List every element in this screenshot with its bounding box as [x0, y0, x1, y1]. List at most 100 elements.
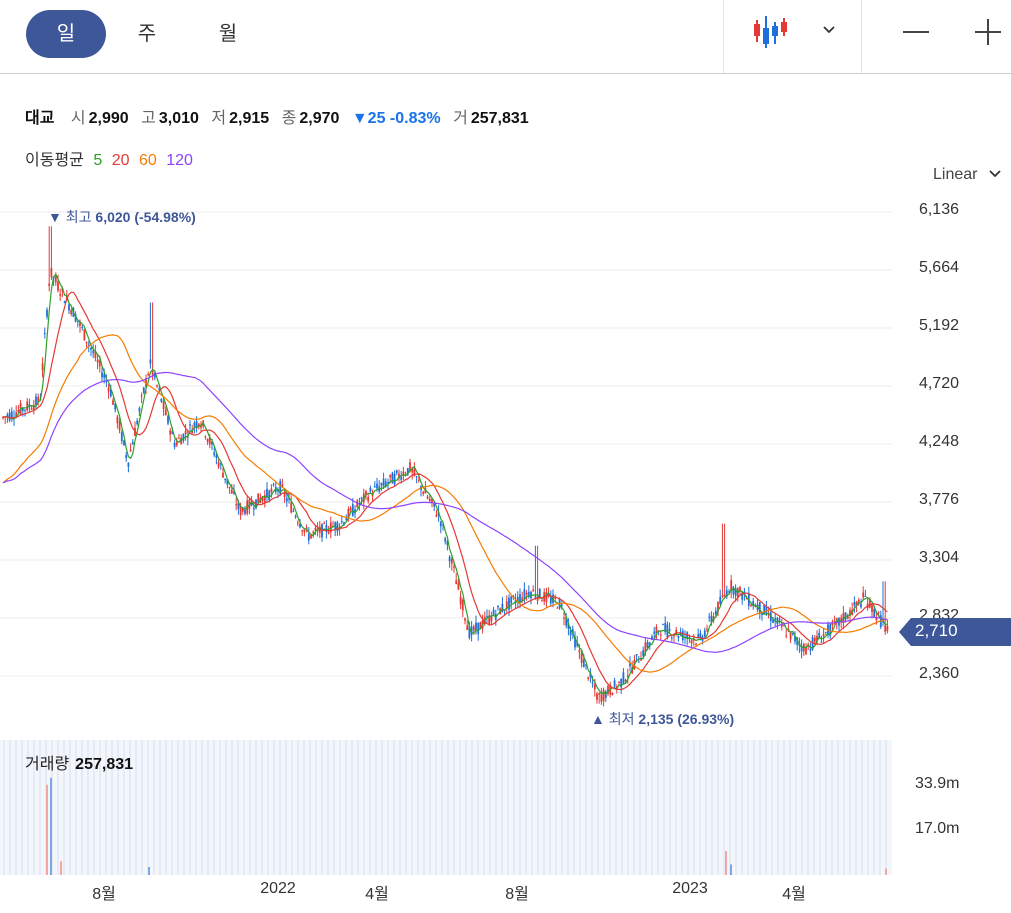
x-tick: 4월 [782, 886, 806, 903]
candle-body [505, 601, 508, 609]
candle-body [307, 533, 310, 541]
candle-body [802, 643, 805, 652]
candle-body [521, 597, 524, 601]
candle-body [602, 689, 605, 701]
candle-body [778, 619, 781, 621]
candle-body [338, 526, 341, 529]
scale-mode-dropdown[interactable]: Linear [933, 166, 1002, 184]
candle-body [389, 474, 392, 478]
candle-body [824, 631, 827, 633]
candle-body [475, 622, 477, 631]
candle-body [831, 621, 834, 626]
candle-body [774, 618, 777, 620]
candle-body [272, 484, 275, 486]
moving-average-line [2, 371, 888, 653]
candle-body [162, 401, 165, 409]
candle-body [648, 642, 651, 645]
candle-body [48, 283, 51, 286]
candle-body [112, 400, 114, 405]
period-tab-daily[interactable]: 일 [26, 10, 106, 58]
candle-body [600, 694, 603, 702]
candle-body [98, 360, 101, 367]
candle-body [668, 628, 671, 631]
candle-body [697, 634, 700, 638]
candle-body [739, 587, 741, 592]
candle-body [580, 653, 583, 663]
candle-body [57, 281, 59, 291]
chevron-down-icon[interactable] [822, 22, 836, 40]
candle-body [250, 502, 253, 506]
candle-body [805, 647, 807, 655]
candle-body [180, 437, 183, 445]
candle-body [384, 481, 387, 487]
x-tick: 8월 [505, 886, 529, 903]
candle-body [857, 599, 860, 604]
candle-body [351, 504, 354, 517]
candle-body [642, 650, 645, 657]
candle-body [301, 530, 304, 532]
ma-60: 60 [138, 152, 157, 169]
candle-body [426, 496, 429, 499]
candle-body [283, 492, 286, 497]
candle-body [107, 387, 110, 392]
quote-summary: 대교 시 2,990 고 3,010 저 2,915 종 2,970 ▼25 -0.83… [25, 104, 537, 128]
candle-body [92, 350, 95, 354]
candle-body [87, 344, 90, 346]
candle-body [497, 605, 499, 608]
candle-body [270, 488, 273, 492]
minus-icon[interactable] [902, 18, 930, 51]
candle-body [241, 507, 244, 512]
candle-body [629, 662, 631, 667]
candle-body [327, 531, 330, 534]
candle-body [26, 401, 29, 411]
high-marker: ▼ 최고 6,020 (-54.98%) [48, 209, 196, 225]
candle-body [675, 629, 678, 635]
volume-panel-value: 257,831 [75, 756, 134, 773]
period-tab-weekly[interactable]: 주 [137, 23, 157, 45]
x-tick: 8월 [92, 886, 116, 903]
moving-average-line [2, 334, 888, 673]
candle-body [635, 654, 638, 656]
candle-body [228, 486, 231, 489]
price-tick: 4,720 [918, 375, 959, 392]
candle-body [261, 497, 264, 501]
price-change: ▼25 -0.83% [351, 110, 441, 127]
candle-body [565, 616, 568, 626]
candle-body [862, 592, 865, 598]
candle-body [745, 598, 748, 600]
candle-body [783, 625, 785, 627]
candle-body [855, 601, 858, 606]
candle-body [461, 599, 464, 611]
candle-body [677, 636, 680, 638]
candle-body [428, 498, 431, 502]
candle-body [59, 293, 62, 296]
candle-body [360, 497, 363, 499]
candle-body [710, 615, 713, 623]
candle-body [853, 602, 856, 606]
volume-spike [60, 861, 62, 875]
low-marker-label: 최저 [608, 711, 635, 727]
candle-body [217, 462, 220, 468]
candle-body [195, 421, 198, 428]
candle-body [714, 610, 717, 615]
candle-body [765, 606, 768, 614]
candle-body [868, 598, 871, 608]
candle-body [169, 430, 172, 435]
candle-body [290, 502, 293, 513]
candle-body [721, 595, 724, 597]
candle-body [791, 633, 794, 635]
candlestick-icon[interactable] [752, 14, 792, 55]
candle-body [545, 592, 548, 602]
candle-body [226, 479, 229, 485]
candle-body [81, 326, 84, 329]
candle-body [149, 359, 152, 364]
period-tab-monthly[interactable]: 월 [218, 23, 238, 45]
candle-body [175, 441, 178, 446]
candle-body [871, 604, 873, 612]
candle-body [508, 597, 510, 610]
candle-body [257, 493, 260, 503]
plus-icon[interactable] [974, 18, 1002, 51]
candle-body [446, 541, 449, 545]
candle-body [681, 630, 684, 641]
